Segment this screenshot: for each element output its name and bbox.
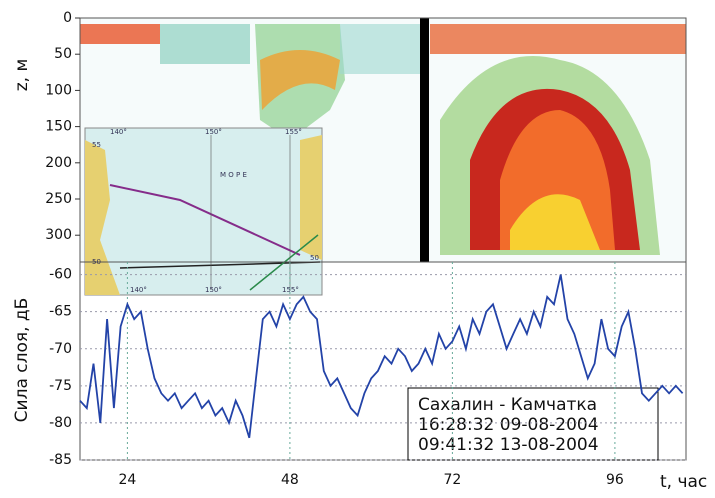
x-tick-label: 48: [281, 472, 299, 488]
data-line: [79, 274, 684, 439]
legend-text: Сахалин - Камчатка: [418, 395, 597, 415]
x-tick-label: 72: [443, 472, 461, 488]
y-tick-label: 0: [63, 10, 72, 26]
x-tick-label: 24: [118, 472, 136, 488]
y-tick-label: -70: [49, 341, 72, 357]
y-axis-label: Сила слоя, дБ: [12, 298, 32, 423]
inset-label: 140°: [110, 128, 127, 136]
y-tick-label: 50: [54, 46, 72, 62]
y-tick-label: 200: [45, 155, 72, 171]
x-axis-label: t, час: [660, 472, 707, 492]
y-tick-label: -65: [49, 304, 72, 320]
y-tick-label: 150: [45, 119, 72, 135]
inset-label: 155°: [282, 286, 299, 294]
inset-label: 150°: [205, 128, 222, 136]
y-tick-label: -75: [49, 378, 72, 394]
echogram-image: [80, 18, 686, 262]
y-tick-label: 300: [45, 227, 72, 243]
legend-text: 09:41:32 13-08-2004: [418, 435, 599, 455]
inset-label: 55: [92, 141, 101, 149]
y-axis-label: z, м: [12, 59, 32, 92]
inset-label: 150°: [205, 286, 222, 294]
y-tick-label: -80: [49, 415, 72, 431]
x-tick-label: 96: [606, 472, 624, 488]
y-tick-label: 250: [45, 191, 72, 207]
inset-label: 140°: [130, 286, 147, 294]
legend-text: 16:28:32 09-08-2004: [418, 415, 599, 435]
y-tick-label: -85: [49, 452, 72, 468]
inset-label: 155°: [285, 128, 302, 136]
inset-label: М О Р Е: [220, 171, 247, 179]
inset-label: 50: [92, 258, 101, 266]
y-tick-label: 100: [45, 82, 72, 98]
inset-map: [84, 127, 323, 296]
y-tick-label: -60: [49, 267, 72, 283]
upper-frame: [79, 17, 687, 263]
inset-label: 50: [310, 254, 319, 262]
